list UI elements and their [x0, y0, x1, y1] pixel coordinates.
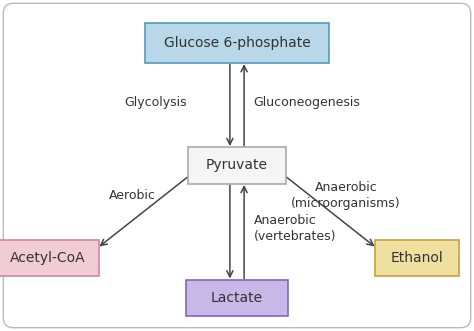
FancyBboxPatch shape — [188, 147, 286, 184]
Text: Aerobic: Aerobic — [109, 189, 156, 202]
Text: Anaerobic
(vertebrates): Anaerobic (vertebrates) — [254, 214, 336, 243]
Text: Gluconeogenesis: Gluconeogenesis — [254, 96, 360, 109]
Text: Pyruvate: Pyruvate — [206, 159, 268, 172]
Text: Acetyl-CoA: Acetyl-CoA — [9, 251, 85, 265]
Text: Glucose 6-phosphate: Glucose 6-phosphate — [164, 36, 310, 50]
Text: Anaerobic
(microorganisms): Anaerobic (microorganisms) — [291, 181, 401, 210]
FancyBboxPatch shape — [186, 280, 288, 316]
FancyBboxPatch shape — [3, 3, 471, 328]
FancyBboxPatch shape — [0, 240, 99, 276]
Text: Ethanol: Ethanol — [391, 251, 444, 265]
Text: Lactate: Lactate — [211, 291, 263, 305]
Text: Glycolysis: Glycolysis — [125, 96, 187, 109]
FancyBboxPatch shape — [375, 240, 459, 276]
FancyBboxPatch shape — [146, 23, 328, 63]
